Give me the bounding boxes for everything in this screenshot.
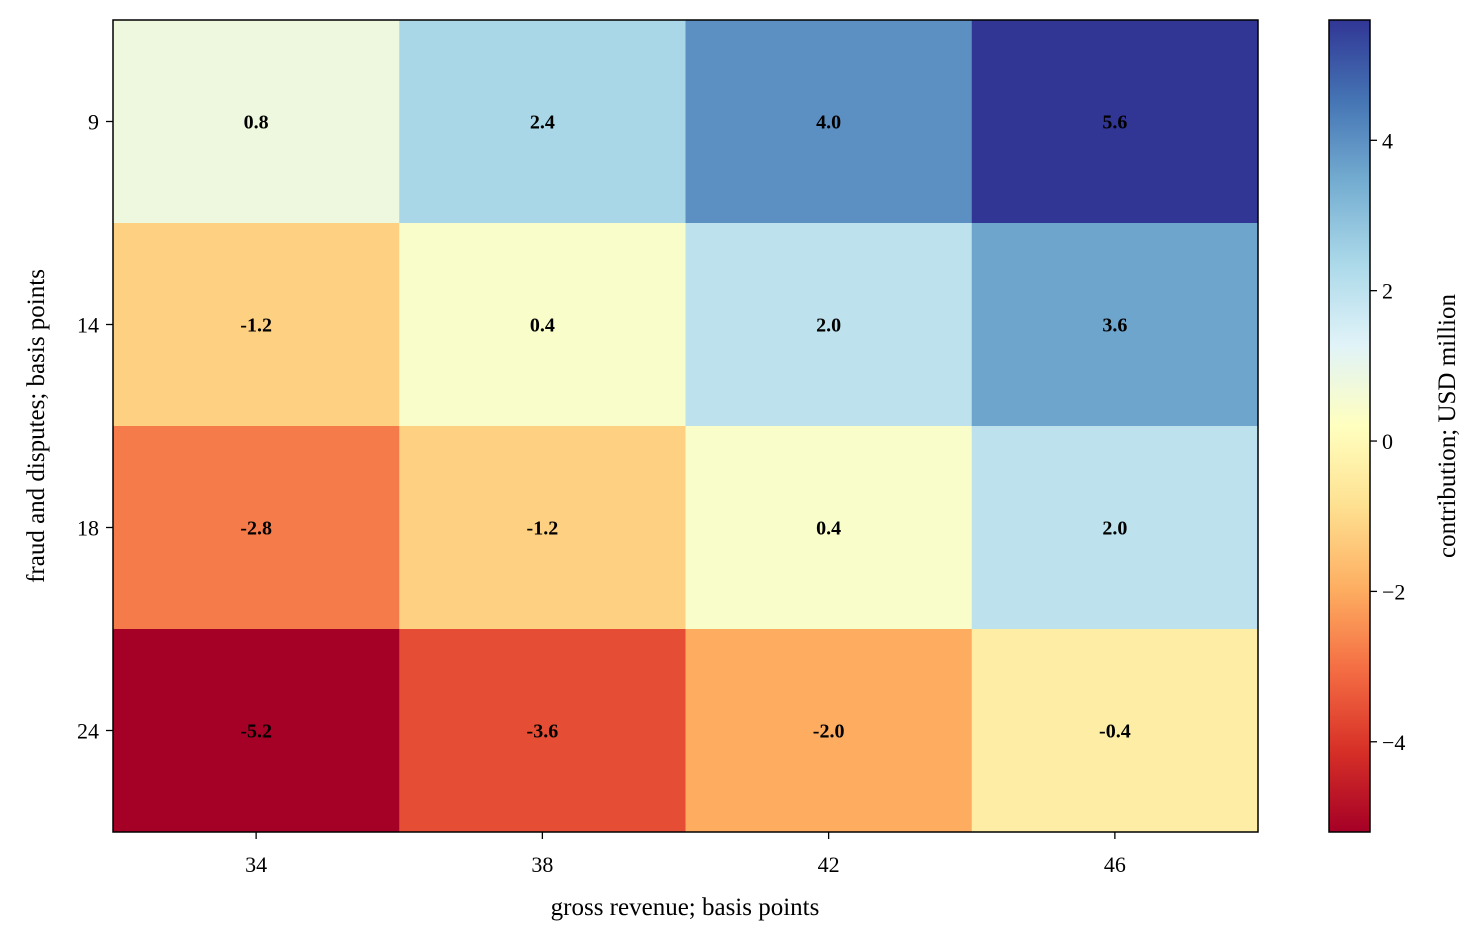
heatmap-cell — [113, 223, 400, 427]
y-tick-label: 24 — [77, 719, 99, 744]
colorbar — [1328, 19, 1371, 833]
colorbar-tick-label: 0 — [1382, 429, 1393, 454]
cell-value-label: -1.2 — [240, 315, 272, 337]
heatmap-cell — [399, 223, 686, 427]
cell-value-label: -2.8 — [240, 518, 272, 540]
cell-value-label: 2.0 — [816, 315, 841, 337]
heatmap-cell — [685, 629, 973, 833]
cell-value-label: -1.2 — [527, 518, 559, 540]
colorbar-tick-label: 2 — [1382, 279, 1393, 304]
cell-value-label: 0.4 — [530, 315, 555, 337]
heatmap-cell — [113, 426, 400, 630]
heatmap-cell — [685, 426, 973, 630]
cell-value-label: -0.4 — [1099, 721, 1131, 743]
x-axis-title: gross revenue; basis points — [551, 894, 820, 921]
cell-value-label: 4.0 — [816, 112, 841, 134]
cell-value-label: 0.4 — [816, 518, 841, 540]
cell-labels: 0.8 2.4 4.0 5.6 -1.2 0.4 2.0 3.6 -2.8 -1.2 0.4 2.0 -… — [240, 112, 1130, 743]
cell-value-label: 2.0 — [1102, 518, 1127, 540]
y-tick-label: 9 — [88, 110, 99, 135]
x-tick-label: 38 — [531, 852, 553, 877]
x-tick-label: 34 — [245, 852, 267, 877]
cell-value-label: 3.6 — [1102, 315, 1127, 337]
y-axis-title: fraud and disputes; basis points — [23, 269, 50, 583]
y-axis-ticks: 9 14 18 24 — [77, 110, 113, 744]
heatmap-cell — [971, 20, 1259, 224]
cell-value-label: -3.6 — [527, 721, 559, 743]
x-tick-label: 46 — [1104, 852, 1126, 877]
cell-value-label: 2.4 — [530, 112, 555, 134]
cell-value-label: 0.8 — [244, 112, 269, 134]
heatmap-cell — [685, 20, 973, 224]
heatmap-cell — [685, 223, 973, 427]
colorbar-ticks: 4 2 0 −2 −4 — [1370, 128, 1405, 755]
colorbar-tick-label: 4 — [1382, 128, 1393, 153]
heatmap-cell — [399, 629, 686, 833]
cell-value-label: -2.0 — [813, 721, 845, 743]
colorbar-tick-label: −2 — [1382, 579, 1405, 604]
y-tick-label: 14 — [77, 313, 99, 338]
heatmap-cell — [113, 629, 400, 833]
cell-value-label: -5.2 — [240, 721, 272, 743]
y-tick-label: 18 — [77, 516, 99, 541]
heatmap-cells — [113, 20, 1259, 833]
heatmap-cell — [399, 426, 686, 630]
colorbar-tick-label: −4 — [1382, 730, 1405, 755]
heatmap-cell — [113, 20, 400, 224]
plot-frame — [112, 19, 1259, 833]
cell-value-label: 5.6 — [1102, 112, 1127, 134]
heatmap-cell — [971, 223, 1259, 427]
colorbar-title: contribution; USD million — [1434, 294, 1461, 558]
heatmap-cell — [971, 629, 1259, 833]
heatmap-cell — [971, 426, 1259, 630]
x-axis-ticks: 34 38 42 46 — [245, 832, 1126, 877]
heatmap-cell — [399, 20, 686, 224]
x-tick-label: 42 — [818, 852, 840, 877]
